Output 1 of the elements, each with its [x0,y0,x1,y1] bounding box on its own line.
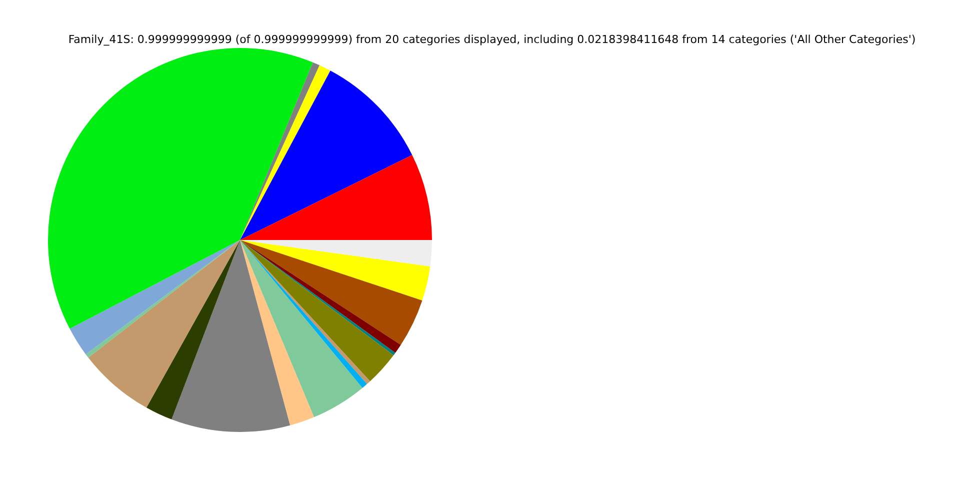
text: Family_41S: 0.999999999999 (of 0.999999999999) from 20 categories displayed, including 0.0218398411648 from 14 categories ('All Other Categories') [67,33,917,46]
